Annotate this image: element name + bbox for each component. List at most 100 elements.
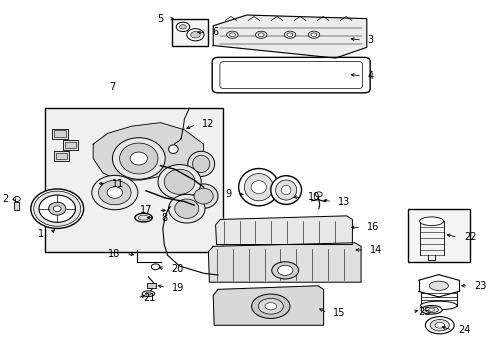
Ellipse shape — [34, 191, 81, 226]
Bar — [54, 151, 69, 161]
Ellipse shape — [186, 29, 203, 41]
Ellipse shape — [244, 174, 273, 201]
Polygon shape — [93, 123, 203, 180]
Ellipse shape — [251, 181, 266, 194]
Ellipse shape — [286, 33, 292, 37]
Ellipse shape — [14, 197, 20, 202]
Text: 23: 23 — [473, 281, 486, 291]
Ellipse shape — [120, 143, 158, 174]
Ellipse shape — [315, 192, 322, 197]
Bar — [15, 202, 19, 210]
Bar — [54, 130, 66, 137]
Text: 24: 24 — [457, 325, 469, 335]
Ellipse shape — [142, 291, 154, 297]
Ellipse shape — [112, 138, 165, 179]
Text: 10: 10 — [307, 192, 320, 202]
Ellipse shape — [176, 22, 189, 32]
Ellipse shape — [192, 155, 209, 172]
Bar — [52, 129, 68, 139]
Ellipse shape — [226, 31, 238, 39]
Text: 21: 21 — [143, 293, 155, 303]
Text: 9: 9 — [225, 189, 231, 199]
Ellipse shape — [107, 187, 122, 198]
Ellipse shape — [48, 202, 66, 215]
Polygon shape — [213, 15, 366, 58]
Bar — [65, 141, 76, 148]
Text: 6: 6 — [212, 27, 218, 37]
Text: 16: 16 — [366, 222, 378, 232]
Ellipse shape — [258, 33, 264, 37]
Ellipse shape — [428, 309, 433, 311]
Ellipse shape — [194, 188, 213, 204]
Ellipse shape — [429, 319, 448, 331]
Ellipse shape — [164, 169, 195, 194]
Ellipse shape — [189, 184, 218, 208]
Text: 1: 1 — [38, 229, 44, 239]
Polygon shape — [213, 286, 323, 325]
Ellipse shape — [424, 307, 437, 313]
Bar — [172, 19, 208, 45]
Ellipse shape — [425, 317, 453, 334]
Ellipse shape — [138, 215, 148, 220]
Text: 22: 22 — [463, 232, 475, 242]
Ellipse shape — [310, 33, 316, 37]
Ellipse shape — [39, 195, 75, 222]
Text: 4: 4 — [367, 71, 373, 81]
Text: 14: 14 — [369, 245, 382, 255]
Ellipse shape — [264, 303, 276, 310]
Text: 25: 25 — [417, 307, 430, 317]
Ellipse shape — [428, 281, 447, 291]
Ellipse shape — [307, 31, 319, 39]
Bar — [45, 108, 223, 252]
Ellipse shape — [190, 32, 200, 38]
Polygon shape — [208, 243, 360, 282]
Text: 5: 5 — [157, 14, 163, 24]
Ellipse shape — [229, 33, 235, 37]
Ellipse shape — [258, 298, 283, 314]
Ellipse shape — [158, 165, 201, 199]
FancyBboxPatch shape — [212, 57, 369, 93]
Bar — [147, 283, 156, 288]
Text: 12: 12 — [202, 120, 214, 129]
Ellipse shape — [179, 25, 186, 29]
Ellipse shape — [284, 31, 295, 39]
Bar — [56, 153, 67, 159]
Ellipse shape — [187, 151, 214, 176]
Text: 17: 17 — [140, 206, 152, 216]
Ellipse shape — [174, 199, 199, 219]
Ellipse shape — [420, 306, 441, 314]
Ellipse shape — [271, 262, 298, 279]
Bar — [407, 209, 469, 262]
Text: 13: 13 — [337, 197, 349, 207]
Ellipse shape — [238, 168, 278, 206]
Text: 19: 19 — [172, 283, 184, 293]
Ellipse shape — [168, 194, 204, 223]
Ellipse shape — [53, 206, 61, 212]
FancyBboxPatch shape — [220, 62, 362, 89]
Ellipse shape — [130, 152, 147, 165]
Ellipse shape — [419, 217, 443, 226]
Ellipse shape — [420, 301, 456, 310]
Ellipse shape — [434, 322, 444, 328]
Ellipse shape — [135, 213, 152, 222]
Ellipse shape — [270, 176, 301, 204]
Text: 7: 7 — [109, 82, 115, 92]
Text: 11: 11 — [112, 179, 124, 189]
Ellipse shape — [168, 145, 178, 153]
Ellipse shape — [275, 180, 296, 200]
Text: 8: 8 — [161, 213, 167, 222]
Text: 3: 3 — [367, 35, 373, 45]
Ellipse shape — [277, 265, 292, 275]
Bar — [63, 140, 78, 149]
Text: 20: 20 — [171, 264, 183, 274]
Ellipse shape — [31, 189, 83, 228]
Text: 18: 18 — [108, 248, 120, 258]
Text: 2: 2 — [2, 194, 8, 204]
Text: 15: 15 — [332, 308, 345, 318]
Ellipse shape — [255, 31, 266, 39]
Ellipse shape — [98, 180, 131, 205]
Polygon shape — [215, 216, 352, 244]
Ellipse shape — [281, 185, 290, 195]
Ellipse shape — [151, 264, 160, 270]
Ellipse shape — [145, 292, 151, 295]
